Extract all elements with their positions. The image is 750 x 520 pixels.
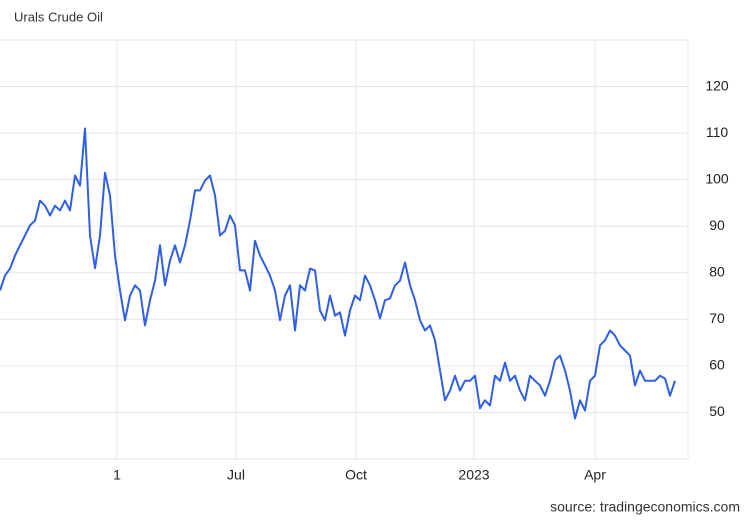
x-tick-label: 2023: [458, 467, 489, 483]
y-tick-label: 80: [709, 263, 725, 279]
y-tick-label: 120: [705, 77, 729, 93]
y-tick-label: 100: [705, 170, 729, 186]
x-tick-label: Apr: [584, 467, 606, 483]
y-tick-label: 60: [709, 357, 725, 373]
source: source: tradingeconomics.com: [550, 499, 740, 515]
chart-title: Urals Crude Oil: [14, 9, 103, 24]
x-tick-label: Jul: [227, 467, 245, 483]
y-tick-label: 110: [706, 124, 729, 140]
x-tick-label: 1: [113, 467, 121, 483]
y-tick-label: 50: [709, 403, 725, 419]
y-tick-label: 90: [709, 217, 725, 233]
x-tick-label: Oct: [345, 467, 367, 483]
y-tick-label: 70: [709, 310, 725, 326]
price-line: [0, 127, 676, 420]
